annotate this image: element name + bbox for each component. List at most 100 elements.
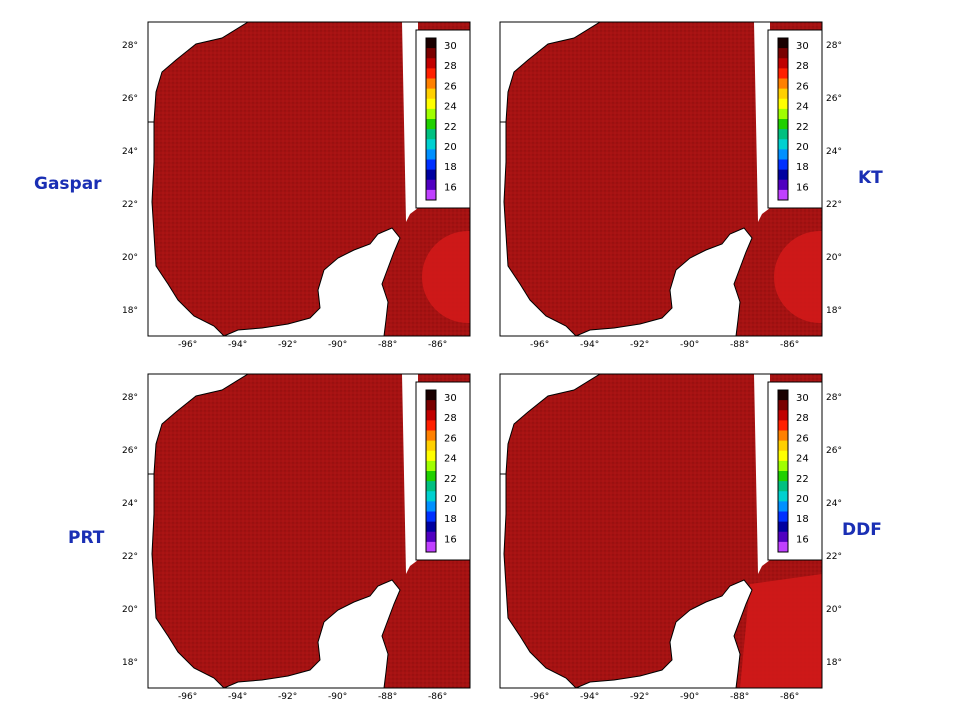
lat-tick-label: 20°: [826, 605, 842, 615]
lat-tick-label: 20°: [122, 605, 138, 615]
colorbar-swatch: [426, 531, 436, 543]
colorbar-swatch: [778, 390, 788, 401]
colorbar-tick-label: 26: [796, 433, 809, 444]
colorbar-swatch: [426, 78, 436, 90]
land-yucatan: [575, 227, 753, 336]
colorbar-tick-label: 20: [796, 142, 809, 153]
lon-tick-label: -88°: [730, 692, 749, 702]
colorbar-swatch: [778, 481, 788, 492]
lat-tick-label: 18°: [122, 658, 138, 668]
lon-tick-label: -92°: [630, 692, 649, 702]
lat-tick-label: 24°: [826, 499, 842, 509]
colorbar-tick-label: 22: [444, 122, 457, 133]
land-west: [500, 473, 577, 688]
lon-tick-label: -86°: [780, 692, 799, 702]
land-yucatan: [223, 227, 401, 336]
lat-tick-label: 26°: [122, 446, 138, 456]
colorbar-swatch: [778, 38, 788, 49]
lat-tick-label: 24°: [122, 499, 138, 509]
lon-tick-label: -88°: [378, 340, 397, 350]
colorbar-swatch: [778, 98, 788, 110]
colorbar-swatch: [426, 420, 436, 431]
colorbar-swatch: [778, 501, 788, 512]
colorbar-swatch: [778, 410, 788, 421]
colorbar-tick-label: 30: [444, 41, 457, 52]
colorbar-swatch: [426, 58, 436, 69]
lon-tick-label: -90°: [328, 340, 347, 350]
colorbar-tick-label: 22: [444, 474, 457, 485]
lat-tick-label: 24°: [826, 147, 842, 157]
colorbar-swatch: [426, 119, 436, 130]
lat-tick-label: 18°: [826, 306, 842, 316]
lat-tick-label: 22°: [122, 200, 138, 210]
colorbar-swatch: [426, 48, 436, 59]
colorbar-swatch: [426, 481, 436, 492]
lon-tick-label: -90°: [328, 692, 347, 702]
colorbar-tick-label: 28: [796, 61, 809, 72]
warm-patch: [422, 231, 470, 323]
colorbar-swatch: [778, 430, 788, 442]
colorbar-tick-label: 20: [444, 142, 457, 153]
colorbar-swatch: [778, 139, 788, 150]
colorbar: 30 28 26 24 22 20 18 16: [415, 381, 471, 561]
lat-tick-label: 22°: [122, 552, 138, 562]
colorbar-swatch: [778, 159, 788, 171]
lat-tick-label: 20°: [122, 253, 138, 263]
colorbar-swatch: [778, 68, 788, 79]
colorbar-swatch: [778, 491, 788, 502]
panel-label-ddf: DDF: [842, 520, 882, 540]
colorbar: 30 28 26 24 22 20 18 16: [767, 381, 823, 561]
colorbar-swatch: [778, 58, 788, 69]
map-panel-ddf: 30 28 26 24 22 20 18 16 28° 26° 24° 22° 20° 18° -96° -9…: [499, 373, 842, 702]
colorbar-swatch: [426, 179, 436, 191]
lon-tick-label: -96°: [178, 340, 197, 350]
lat-tick-label: 22°: [826, 200, 842, 210]
colorbar-tick-label: 30: [796, 41, 809, 52]
colorbar-swatch: [778, 541, 788, 553]
lat-tick-label: 18°: [826, 658, 842, 668]
colorbar-swatch: [426, 390, 436, 401]
colorbar-swatch: [426, 169, 436, 181]
colorbar-tick-label: 26: [444, 433, 457, 444]
lon-tick-label: -94°: [228, 692, 247, 702]
colorbar-swatch: [426, 68, 436, 79]
colorbar-swatch: [778, 88, 788, 100]
colorbar-swatch: [778, 48, 788, 59]
colorbar-swatch: [426, 521, 436, 533]
colorbar-swatch: [778, 460, 788, 472]
colorbar-swatch: [778, 78, 788, 90]
colorbar-tick-label: 18: [444, 162, 457, 173]
colorbar-tick-label: 16: [796, 182, 809, 193]
colorbar-tick-label: 24: [796, 454, 809, 465]
lon-tick-label: -94°: [580, 340, 599, 350]
colorbar-swatch: [426, 108, 436, 120]
colorbar-tick-label: 28: [444, 61, 457, 72]
colorbar-swatch: [778, 471, 788, 482]
colorbar-swatch: [426, 430, 436, 442]
colorbar-tick-label: 30: [444, 393, 457, 404]
colorbar-background: [754, 374, 770, 574]
colorbar-swatch: [778, 420, 788, 431]
lat-tick-label: 28°: [122, 393, 138, 403]
colorbar-swatch: [426, 400, 436, 411]
colorbar-swatch: [778, 440, 788, 452]
land-west: [500, 121, 577, 336]
colorbar-background: [402, 22, 418, 222]
colorbar-tick-label: 28: [796, 413, 809, 424]
colorbar-swatch: [778, 169, 788, 181]
colorbar-swatch: [426, 38, 436, 49]
colorbar-swatch: [426, 450, 436, 462]
colorbar: 30 28 26 24 22 20 18 16: [415, 29, 471, 209]
lat-tick-label: 26°: [826, 94, 842, 104]
panel-label-prt: PRT: [68, 528, 105, 548]
colorbar-tick-label: 22: [796, 474, 809, 485]
lat-tick-label: 24°: [122, 147, 138, 157]
lon-tick-label: -92°: [278, 340, 297, 350]
colorbar-background: [754, 22, 770, 222]
land-yucatan: [575, 579, 753, 688]
colorbar-swatch: [778, 108, 788, 120]
colorbar-swatch: [778, 450, 788, 462]
lat-tick-label: 28°: [826, 393, 842, 403]
colorbar-tick-label: 24: [444, 454, 457, 465]
